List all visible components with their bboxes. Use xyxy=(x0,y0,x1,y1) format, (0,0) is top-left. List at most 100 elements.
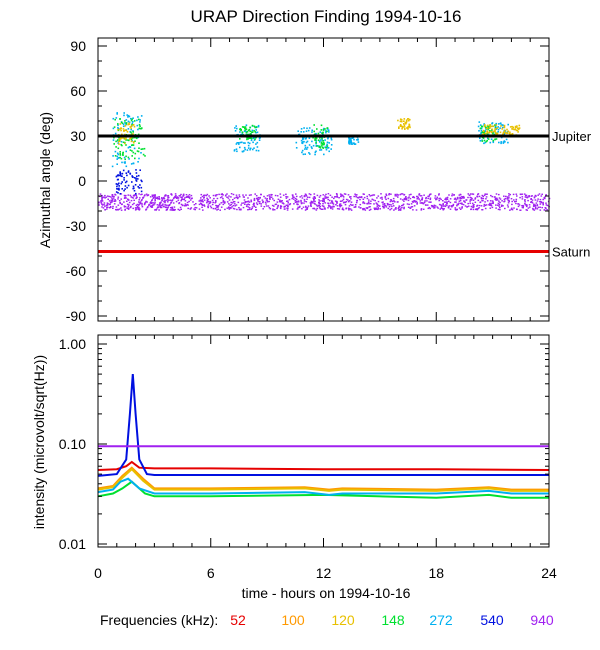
point xyxy=(438,193,440,195)
point xyxy=(118,143,120,145)
point xyxy=(325,145,328,147)
point xyxy=(125,150,127,153)
point xyxy=(198,208,201,210)
point xyxy=(482,133,485,135)
point xyxy=(194,206,196,209)
point xyxy=(397,207,400,210)
point xyxy=(245,205,248,208)
point xyxy=(168,199,170,201)
point xyxy=(453,198,456,200)
point xyxy=(542,202,544,204)
point xyxy=(478,204,481,207)
point xyxy=(479,124,482,126)
point xyxy=(362,208,364,210)
point xyxy=(225,194,227,196)
point xyxy=(267,205,270,207)
point xyxy=(478,121,481,123)
point xyxy=(322,140,325,142)
point xyxy=(124,142,126,145)
point xyxy=(320,124,323,127)
point xyxy=(406,127,408,129)
point xyxy=(455,201,457,203)
point xyxy=(339,200,342,202)
point xyxy=(489,204,491,206)
point xyxy=(422,208,425,210)
point xyxy=(353,195,355,198)
point xyxy=(537,206,540,208)
point xyxy=(511,209,514,211)
point xyxy=(123,130,125,132)
point xyxy=(117,192,119,194)
point xyxy=(122,123,125,126)
point xyxy=(219,196,222,199)
point xyxy=(250,194,252,196)
point xyxy=(255,149,258,152)
point xyxy=(127,208,130,210)
point xyxy=(231,202,234,204)
point xyxy=(514,201,516,203)
point xyxy=(426,200,428,202)
point xyxy=(527,196,529,198)
point xyxy=(389,199,392,201)
legend-item-52: 52 xyxy=(230,612,246,628)
point xyxy=(141,206,144,208)
point xyxy=(130,125,133,127)
point xyxy=(478,195,481,198)
point xyxy=(321,137,323,140)
point xyxy=(442,200,444,202)
point xyxy=(446,202,448,204)
point xyxy=(133,141,135,144)
y-tick-label: 1.00 xyxy=(59,336,86,352)
point xyxy=(410,193,412,196)
point xyxy=(282,203,285,205)
point xyxy=(203,194,205,197)
point xyxy=(483,125,486,128)
point xyxy=(100,202,103,204)
point xyxy=(133,199,135,201)
point xyxy=(132,131,134,133)
point xyxy=(118,208,121,210)
point xyxy=(279,196,282,198)
point xyxy=(128,115,131,118)
point xyxy=(327,129,330,132)
point xyxy=(483,123,485,125)
point xyxy=(451,205,453,207)
point xyxy=(484,193,486,195)
point xyxy=(120,127,122,129)
point xyxy=(535,195,537,197)
point xyxy=(491,200,494,202)
point xyxy=(301,141,304,143)
point xyxy=(123,201,125,203)
point xyxy=(448,205,451,207)
point xyxy=(301,149,304,152)
point xyxy=(387,204,389,206)
point xyxy=(113,143,115,145)
x-tick-label: 6 xyxy=(207,565,215,581)
point xyxy=(134,157,136,160)
point xyxy=(131,155,133,157)
point xyxy=(255,136,257,139)
point xyxy=(100,201,102,203)
point xyxy=(235,148,238,150)
point xyxy=(275,203,278,205)
point xyxy=(352,204,354,206)
point xyxy=(515,193,518,195)
point xyxy=(542,198,544,201)
point xyxy=(330,137,333,140)
point xyxy=(338,197,340,199)
point xyxy=(312,207,314,210)
point xyxy=(295,193,297,195)
point xyxy=(513,199,515,201)
point xyxy=(230,203,233,206)
point xyxy=(527,199,529,202)
point xyxy=(326,143,328,146)
point xyxy=(211,199,214,202)
point xyxy=(240,204,242,206)
point xyxy=(489,127,491,129)
point xyxy=(165,209,168,211)
point xyxy=(528,195,531,198)
point xyxy=(163,198,166,200)
point xyxy=(369,195,372,197)
point xyxy=(187,207,189,210)
point xyxy=(141,199,143,201)
